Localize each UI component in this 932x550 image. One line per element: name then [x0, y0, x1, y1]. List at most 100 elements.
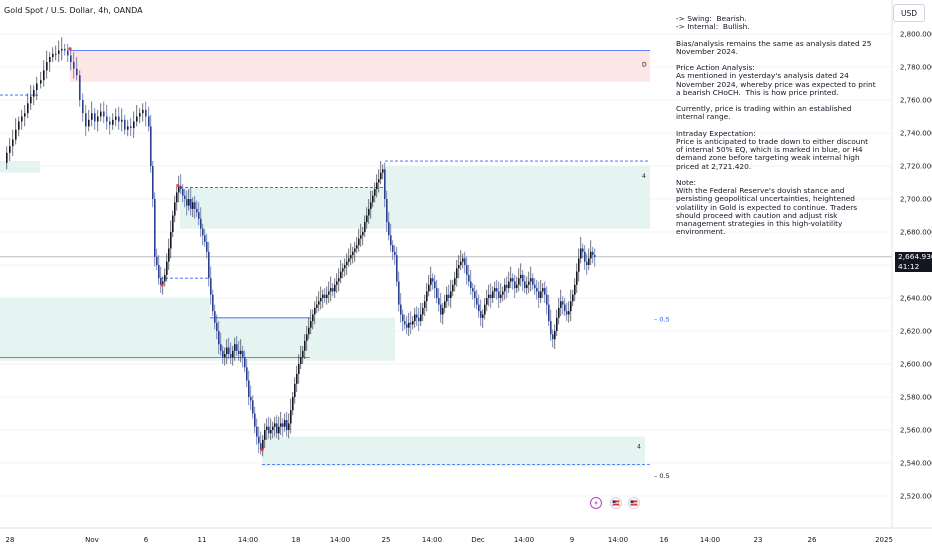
- time-axis-label: 14:00: [514, 536, 534, 544]
- candle-body: [372, 195, 374, 203]
- candle-body: [426, 291, 428, 302]
- candle-body: [156, 256, 158, 265]
- candle-body: [518, 278, 520, 285]
- candle-body: [392, 245, 394, 252]
- candle-body: [444, 301, 446, 308]
- candle-body: [574, 284, 576, 295]
- candle-body: [406, 324, 408, 328]
- candle-body: [340, 271, 342, 279]
- candle-body: [594, 255, 596, 257]
- candle-body: [398, 281, 400, 305]
- candle-body: [492, 291, 494, 298]
- candle-body: [103, 111, 105, 117]
- price-axis-label: 2,780.000: [900, 64, 932, 72]
- candle-body: [396, 255, 398, 282]
- price-axis-label: 2,700.000: [900, 196, 932, 204]
- candle-body: [354, 248, 356, 252]
- candle-body: [130, 126, 132, 129]
- candle-body: [514, 281, 516, 289]
- candle-body: [334, 284, 336, 292]
- candle-body: [248, 380, 250, 397]
- candle-body: [582, 248, 584, 252]
- candle-body: [94, 113, 96, 122]
- candle-body: [352, 251, 354, 256]
- candle-body: [174, 202, 176, 216]
- candle-body: [524, 281, 526, 289]
- price-axis-label: 2,640.000: [900, 295, 932, 303]
- zone-label: D: [642, 62, 647, 69]
- candle-body: [468, 274, 470, 282]
- candle-body: [133, 121, 135, 129]
- candle-body: [292, 397, 294, 411]
- price-axis-label: 2,680.000: [900, 229, 932, 237]
- candle-body: [546, 294, 548, 305]
- candle-body: [82, 100, 84, 114]
- candle-body: [506, 284, 508, 289]
- candle-body: [150, 126, 152, 166]
- candle-body: [202, 228, 204, 236]
- candle-body: [308, 327, 310, 335]
- candle-body: [46, 62, 48, 71]
- candle-body: [578, 258, 580, 272]
- price-axis-label: 2,740.000: [900, 130, 932, 138]
- candle-body: [154, 199, 156, 257]
- candle-body: [312, 314, 314, 322]
- price-axis-label: 2,580.000: [900, 394, 932, 402]
- candle-body: [538, 291, 540, 298]
- candle-body: [462, 258, 464, 262]
- candle-body: [430, 278, 432, 285]
- candle-body: [526, 284, 528, 289]
- candle-body: [9, 146, 11, 153]
- price-axis-label: 2,800.000: [900, 31, 932, 39]
- candle-body: [388, 222, 390, 236]
- candle-body: [166, 261, 168, 275]
- candle-body: [27, 103, 29, 114]
- candle-body: [586, 261, 588, 265]
- time-axis-label: 14:00: [330, 536, 350, 544]
- candle-body: [576, 271, 578, 285]
- candle-body: [58, 50, 60, 54]
- candle-body: [252, 400, 254, 414]
- candle-body: [170, 232, 172, 249]
- candle-body: [30, 96, 32, 104]
- candle-body: [40, 80, 42, 84]
- candle-body: [286, 420, 288, 430]
- candle-body: [55, 53, 57, 55]
- candle-body: [250, 397, 252, 401]
- candle-body: [474, 291, 476, 298]
- candle-body: [350, 255, 352, 259]
- candle-body: [136, 116, 138, 122]
- candle-body: [378, 179, 380, 183]
- candle-body: [402, 314, 404, 322]
- candle-body: [276, 423, 278, 434]
- candle-body: [346, 261, 348, 265]
- candle-body: [446, 294, 448, 302]
- candle-body: [496, 288, 498, 292]
- candle-body: [418, 317, 420, 322]
- candle-body: [540, 291, 542, 298]
- currency-button[interactable]: USD: [893, 4, 925, 22]
- candle-body: [364, 222, 366, 232]
- candle-body: [588, 258, 590, 265]
- demand-zone: [0, 161, 40, 173]
- price-axis-label: 2,560.000: [900, 427, 932, 435]
- candle-body: [176, 192, 178, 203]
- candle-body: [266, 426, 268, 430]
- candle-body: [348, 258, 350, 262]
- candle-body: [97, 116, 99, 122]
- candle-body: [404, 321, 406, 325]
- candle-body: [324, 294, 326, 298]
- candle-body: [332, 288, 334, 292]
- candle-body: [254, 413, 256, 427]
- candle-body: [79, 75, 81, 100]
- candle-body: [288, 423, 290, 430]
- candle-body: [370, 202, 372, 209]
- candle-body: [182, 189, 184, 196]
- time-axis-label: 2025: [875, 536, 893, 544]
- candle-body: [198, 212, 200, 219]
- candle-body: [268, 426, 270, 434]
- candle-body: [488, 294, 490, 298]
- candle-body: [212, 294, 214, 312]
